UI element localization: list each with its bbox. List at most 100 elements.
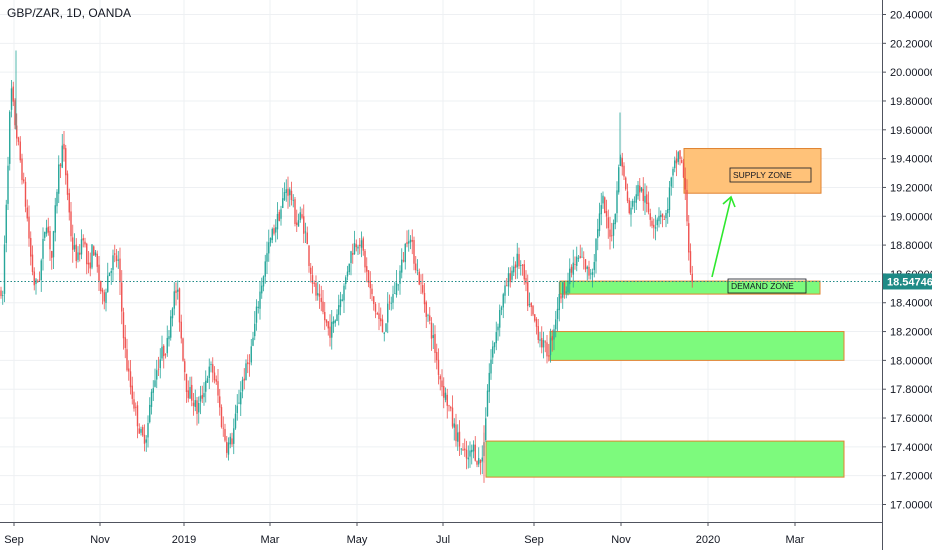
candle-body xyxy=(324,312,326,321)
candle-body xyxy=(44,231,46,238)
candle-body xyxy=(663,219,665,220)
candle-body xyxy=(100,281,102,292)
candle-body xyxy=(128,368,130,372)
candle-body xyxy=(607,217,609,229)
candle-body xyxy=(338,305,340,315)
y-tick-label: 17.60000 xyxy=(890,413,932,425)
candle-body xyxy=(5,204,7,244)
candle-body xyxy=(224,428,226,441)
grid xyxy=(0,0,882,522)
candle-body xyxy=(217,381,219,396)
y-tick-label: 19.20000 xyxy=(890,182,932,194)
candle-body xyxy=(310,267,312,275)
candle-body xyxy=(644,195,646,203)
candle-body xyxy=(390,302,392,304)
y-tick-label: 17.40000 xyxy=(890,442,932,454)
candle-body xyxy=(507,273,510,287)
candle-body xyxy=(434,334,436,353)
y-tick-label: 18.40000 xyxy=(890,298,932,310)
candle-body xyxy=(640,187,643,192)
candle-body xyxy=(341,299,343,301)
candle-body xyxy=(514,264,517,268)
candle-body xyxy=(513,266,515,273)
candle-body xyxy=(639,185,641,193)
candle-body xyxy=(194,400,196,408)
candle-body xyxy=(96,253,98,267)
candle-body xyxy=(443,386,445,398)
zone-box[interactable] xyxy=(485,440,845,478)
candle-body xyxy=(143,434,146,444)
candle-body xyxy=(206,378,209,383)
candle-body xyxy=(268,242,270,254)
candle-body xyxy=(63,143,65,150)
candle-body xyxy=(254,323,256,337)
candle-body xyxy=(101,289,104,293)
time-axis[interactable]: Sep Nov 2019 Mar May Jul Sep Nov 2020 Mar xyxy=(0,522,882,546)
candle-body xyxy=(462,449,464,451)
price-axis[interactable]: 20.40000 20.20000 20.00000 19.80000 19.60000… xyxy=(882,0,932,550)
candle-body xyxy=(213,372,216,381)
y-tick-label: 19.40000 xyxy=(890,154,932,166)
candle-body xyxy=(429,315,431,321)
candle-body xyxy=(373,296,375,304)
candle-body xyxy=(343,285,345,301)
candle-body xyxy=(238,402,240,404)
candle-body xyxy=(623,165,625,177)
candle-body xyxy=(308,245,310,267)
candle-body xyxy=(565,291,567,293)
candle-body xyxy=(185,373,188,392)
candle-body xyxy=(689,251,692,273)
candle-body xyxy=(411,240,413,242)
candle-body xyxy=(145,439,147,443)
candle-body xyxy=(292,199,294,201)
candle-body xyxy=(42,238,44,259)
candle-body xyxy=(205,380,207,392)
candle-body xyxy=(518,254,520,267)
y-tick-label: 19.00000 xyxy=(890,211,932,223)
candle-body xyxy=(397,284,399,286)
candle-body xyxy=(37,281,39,283)
candle-body xyxy=(574,263,576,265)
candle-body xyxy=(446,394,448,406)
last-price-label: 18.54746 xyxy=(887,276,932,288)
candle-body xyxy=(597,229,599,238)
candle-body xyxy=(233,428,235,444)
candle-body xyxy=(220,407,223,427)
candle-body xyxy=(486,390,489,417)
y-tick-label: 19.60000 xyxy=(890,125,932,137)
candle-body xyxy=(245,363,247,381)
candles xyxy=(0,50,693,483)
candle-body xyxy=(122,312,125,339)
candle-body xyxy=(177,289,179,292)
candle-body xyxy=(611,235,613,237)
candle-body xyxy=(56,191,58,207)
candle-body xyxy=(516,253,518,268)
candle-body xyxy=(133,399,135,409)
candle-body xyxy=(110,271,112,273)
zone-box[interactable] xyxy=(683,148,822,194)
candle-body xyxy=(271,228,273,241)
zones[interactable]: SUPPLY ZONE DEMAND ZONE xyxy=(485,148,845,478)
candle-body xyxy=(280,209,282,219)
candle-body xyxy=(586,266,588,269)
candle-body xyxy=(521,264,524,266)
candle-body xyxy=(124,337,126,348)
candle-body xyxy=(395,282,398,296)
candle-body xyxy=(660,214,662,218)
candle-body xyxy=(654,227,657,229)
zone-box[interactable] xyxy=(549,331,845,361)
candle-body xyxy=(175,290,177,293)
candle-body xyxy=(142,427,144,436)
candle-body xyxy=(73,245,76,250)
candle-body xyxy=(420,282,422,284)
candle-body xyxy=(602,195,604,204)
candle-body xyxy=(450,407,452,409)
candle-body xyxy=(282,198,284,208)
zone-label: SUPPLY ZONE xyxy=(733,170,792,180)
candle-body xyxy=(437,359,440,375)
candle-body xyxy=(551,336,553,341)
candle-body xyxy=(82,238,84,241)
candle-body xyxy=(9,111,11,164)
